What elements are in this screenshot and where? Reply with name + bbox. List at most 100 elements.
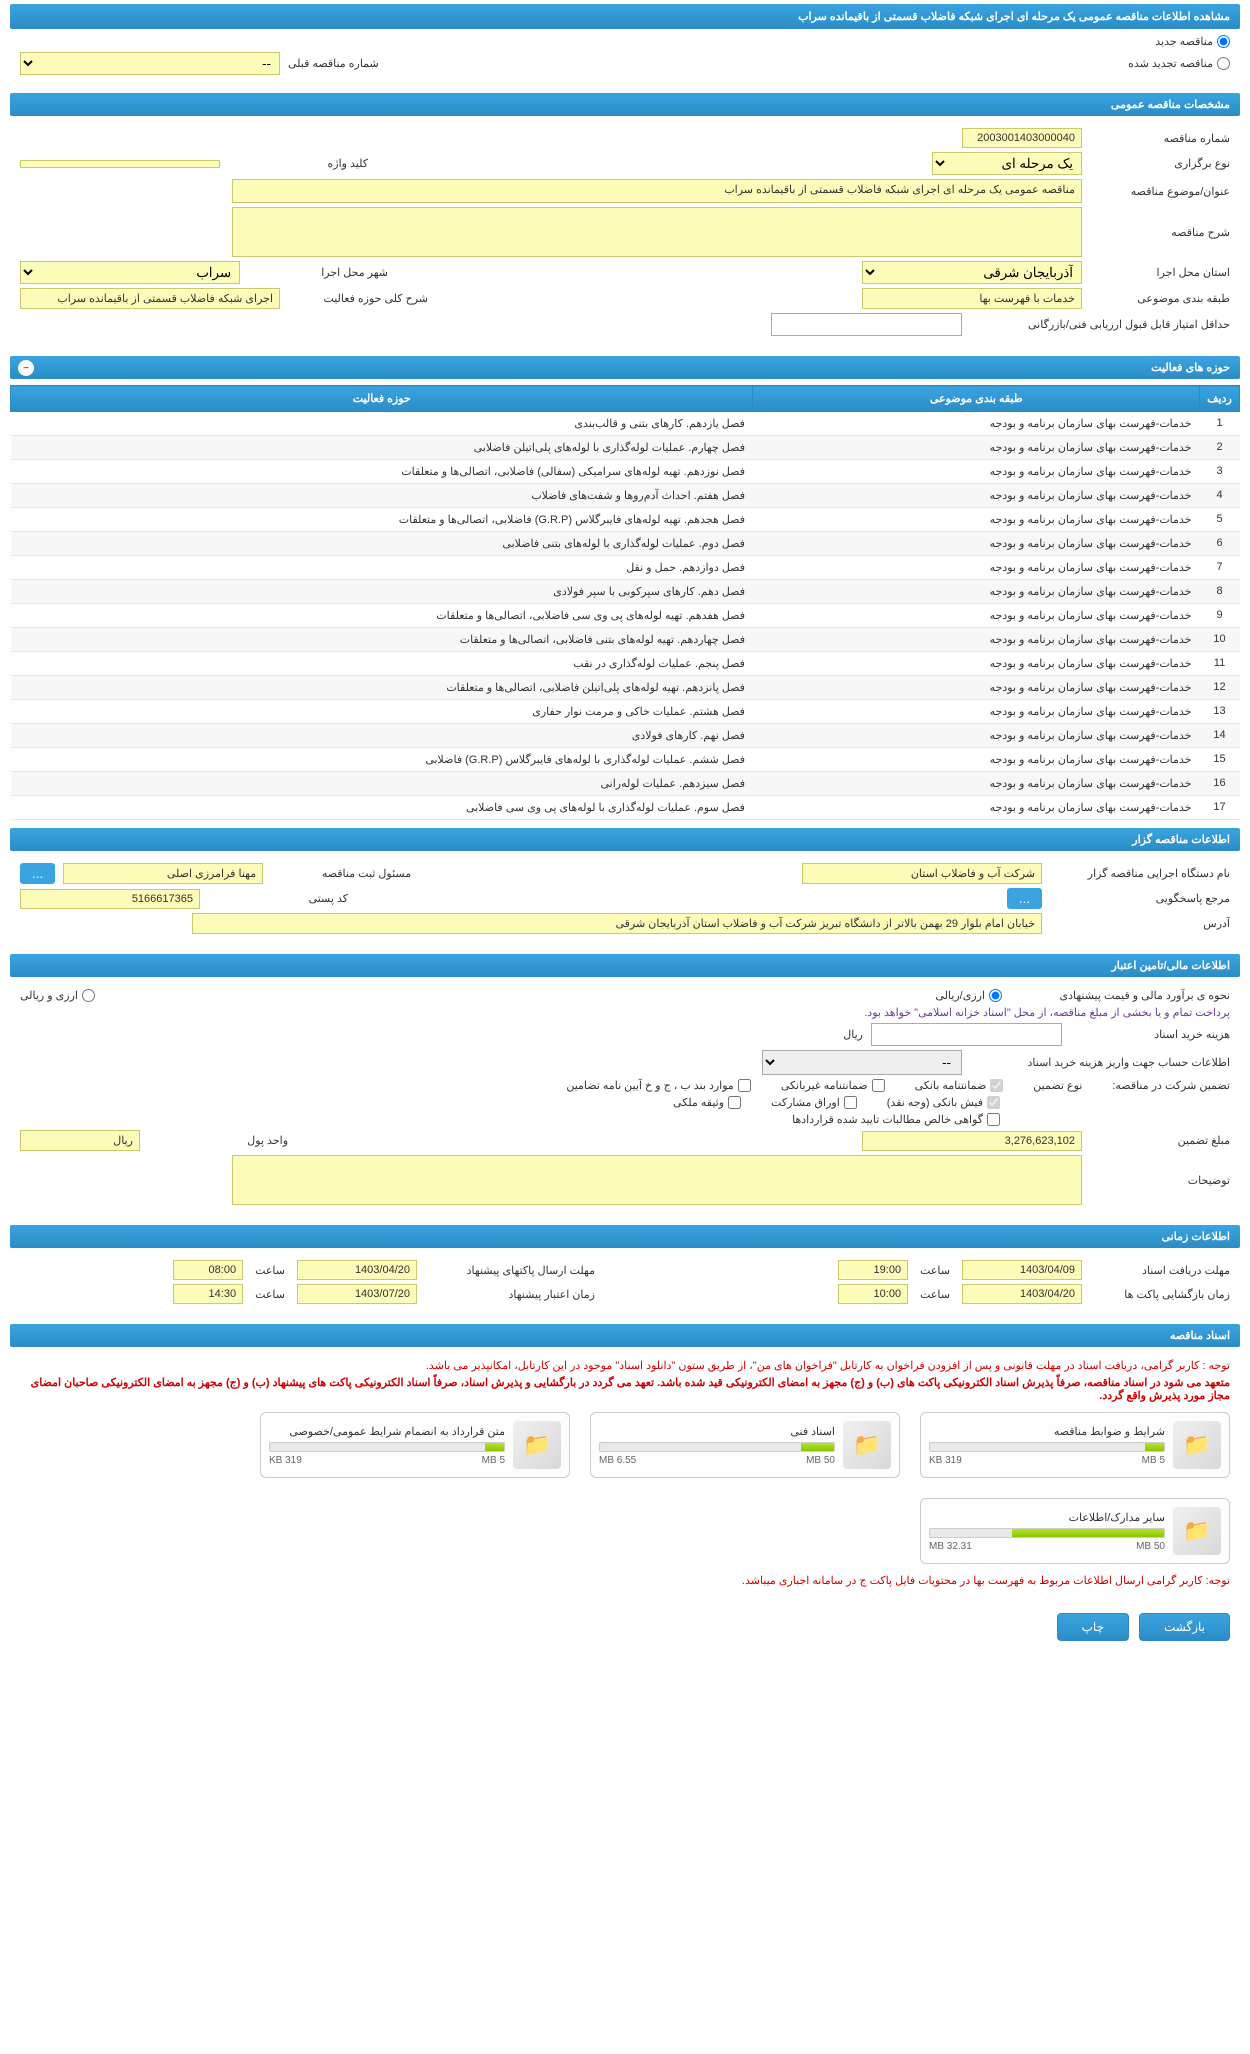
doc-title: شرایط و ضوابط مناقصه: [929, 1425, 1165, 1438]
doc-total: 5 MB: [1142, 1455, 1165, 1466]
guaranty-amount-field: 3,276,623,102: [862, 1131, 1082, 1151]
doc-cost-input[interactable]: [871, 1023, 1062, 1046]
doc-card[interactable]: 📁اسناد فنی50 MB6.55 MB: [590, 1412, 900, 1478]
address-label: آدرس: [1050, 917, 1230, 930]
progress-bar: [929, 1528, 1165, 1538]
prev-tender-select[interactable]: --: [20, 52, 280, 75]
section-organizer: اطلاعات مناقصه گزار: [10, 828, 1240, 851]
radio-currency[interactable]: [82, 989, 95, 1002]
bid-send-date: 1403/04/20: [297, 1260, 417, 1280]
section-specs: مشخصات مناقصه عمومی: [10, 93, 1240, 116]
col-row: ردیف: [1200, 386, 1240, 412]
min-score-label: حداقل امتیاز قابل قبول ارزیابی فنی/بازرگ…: [970, 318, 1230, 331]
radio-renewed-tender[interactable]: [1217, 57, 1230, 70]
open-time: 10:00: [838, 1284, 908, 1304]
cell-category: خدمات-فهرست بهای سازمان برنامه و بودجه: [753, 484, 1200, 508]
chk-bank: [990, 1079, 1003, 1092]
hold-type-select[interactable]: یک مرحله ای: [932, 152, 1082, 175]
tender-no-field: 2003001403000040: [962, 128, 1082, 148]
desc-field: [232, 207, 1082, 257]
open-date: 1403/04/20: [962, 1284, 1082, 1304]
section-organizer-title: اطلاعات مناقصه گزار: [1132, 834, 1230, 846]
chk-bank-label: ضمانتنامه بانکی: [915, 1079, 987, 1092]
cell-category: خدمات-فهرست بهای سازمان برنامه و بودجه: [753, 772, 1200, 796]
doc-card[interactable]: 📁شرایط و ضوابط مناقصه5 MB319 KB: [920, 1412, 1230, 1478]
browse-contact-button[interactable]: ...: [1007, 888, 1042, 909]
cell-area: فصل هجدهم. تهیه لوله‌های فایبرگلاس (G.R.…: [11, 508, 753, 532]
cell-category: خدمات-فهرست بهای سازمان برنامه و بودجه: [753, 724, 1200, 748]
cell-category: خدمات-فهرست بهای سازمان برنامه و بودجه: [753, 652, 1200, 676]
chk-nonbank[interactable]: [872, 1079, 885, 1092]
city-select[interactable]: سراب: [20, 261, 240, 284]
postcode-label: کد پستی: [208, 892, 348, 905]
browse-resp-button[interactable]: ...: [20, 863, 55, 884]
keyword-field: [20, 160, 220, 168]
cell-rownum: 1: [1200, 412, 1240, 436]
cell-rownum: 9: [1200, 604, 1240, 628]
guaranty-label: تضمین شرکت در مناقصه:: [1112, 1079, 1230, 1092]
cell-area: فصل نهم. کارهای فولادی: [11, 724, 753, 748]
cell-area: فصل دوازدهم. حمل و نقل: [11, 556, 753, 580]
estimate-label: نحوه ی برآورد مالی و قیمت پیشنهادی: [1010, 989, 1230, 1002]
chk-bonds[interactable]: [844, 1096, 857, 1109]
cell-area: فصل سوم. عملیات لوله‌گذاری با لوله‌های پ…: [11, 796, 753, 820]
section-timing: اطلاعات زمانی: [10, 1225, 1240, 1248]
collapse-icon[interactable]: −: [18, 360, 34, 376]
province-select[interactable]: آذربایجان شرقی: [862, 261, 1082, 284]
progress-bar: [929, 1442, 1165, 1452]
page-title: مشاهده اطلاعات مناقصه عمومی یک مرحله ای …: [10, 4, 1240, 29]
chk-bonds-label: اوراق مشارکت: [771, 1096, 840, 1109]
doc-card[interactable]: 📁سایر مدارک/اطلاعات50 MB32.31 MB: [920, 1498, 1230, 1564]
postcode-field: 5166617365: [20, 889, 200, 909]
desc-label: شرح مناقصه: [1090, 226, 1230, 239]
print-button[interactable]: چاپ: [1057, 1613, 1129, 1641]
prev-tender-label: شماره مناقصه قبلی: [288, 57, 379, 70]
cell-area: فصل هشتم. عملیات خاکی و مرمت نوار حفاری: [11, 700, 753, 724]
cell-category: خدمات-فهرست بهای سازمان برنامه و بودجه: [753, 628, 1200, 652]
cell-rownum: 10: [1200, 628, 1240, 652]
guaranty-amount-label: مبلغ تضمین: [1090, 1134, 1230, 1147]
doc-used: 6.55 MB: [599, 1455, 636, 1466]
folder-icon: 📁: [1173, 1507, 1221, 1555]
table-row: 11خدمات-فهرست بهای سازمان برنامه و بودجه…: [11, 652, 1240, 676]
table-row: 12خدمات-فهرست بهای سازمان برنامه و بودجه…: [11, 676, 1240, 700]
area-label: شرح کلی حوزه فعالیت: [288, 292, 428, 305]
chk-mortgage[interactable]: [728, 1096, 741, 1109]
cell-area: فصل چهاردهم. تهیه لوله‌های بتنی فاضلابی،…: [11, 628, 753, 652]
chk-clauses[interactable]: [738, 1079, 751, 1092]
acc-info-select[interactable]: --: [762, 1050, 962, 1075]
doc-receive-date: 1403/04/09: [962, 1260, 1082, 1280]
subject-field: مناقصه عمومی یک مرحله ای اجرای شبکه فاضل…: [232, 179, 1082, 203]
table-row: 8خدمات-فهرست بهای سازمان برنامه و بودجهف…: [11, 580, 1240, 604]
back-button[interactable]: بازگشت: [1139, 1613, 1230, 1641]
table-row: 7خدمات-فهرست بهای سازمان برنامه و بودجهف…: [11, 556, 1240, 580]
cell-category: خدمات-فهرست بهای سازمان برنامه و بودجه: [753, 796, 1200, 820]
cell-rownum: 14: [1200, 724, 1240, 748]
section-docs: اسناد مناقصه: [10, 1324, 1240, 1347]
cell-rownum: 7: [1200, 556, 1240, 580]
doc-cost-label: هزینه خرید اسناد: [1070, 1028, 1230, 1041]
cell-category: خدمات-فهرست بهای سازمان برنامه و بودجه: [753, 436, 1200, 460]
min-score-input[interactable]: [771, 313, 962, 336]
validity-label: زمان اعتبار پیشنهاد: [425, 1288, 595, 1301]
currency-field: ریال: [20, 1130, 140, 1151]
folder-icon: 📁: [1173, 1421, 1221, 1469]
docs-warn-1: توجه : کاربر گرامی، دریافت اسناد در مهلت…: [20, 1359, 1230, 1372]
acc-info-label: اطلاعات حساب جهت واریز هزینه خرید اسناد: [970, 1056, 1230, 1069]
radio-new-tender-label: مناقصه جدید: [1155, 35, 1213, 48]
doc-receive-label: مهلت دریافت اسناد: [1090, 1264, 1230, 1277]
radio-new-tender[interactable]: [1217, 35, 1230, 48]
chk-certified[interactable]: [987, 1113, 1000, 1126]
remarks-label: توضیحات: [1090, 1174, 1230, 1187]
radio-rial[interactable]: [989, 989, 1002, 1002]
chk-certified-label: گواهی خالص مطالبات تایید شده قراردادها: [792, 1113, 983, 1126]
validity-date: 1403/07/20: [297, 1284, 417, 1304]
cell-area: فصل پانزدهم. تهیه لوله‌های پلی‌اتیلن فاض…: [11, 676, 753, 700]
remarks-field: [232, 1155, 1082, 1205]
cell-category: خدمات-فهرست بهای سازمان برنامه و بودجه: [753, 460, 1200, 484]
treasury-note: پرداخت تمام و یا بخشی از مبلغ مناقصه، از…: [20, 1006, 1230, 1019]
cell-rownum: 2: [1200, 436, 1240, 460]
doc-card[interactable]: 📁متن قرارداد به انضمام شرایط عمومی/خصوصی…: [260, 1412, 570, 1478]
radio-renewed-tender-label: مناقصه تجدید شده: [1128, 57, 1213, 70]
table-row: 10خدمات-فهرست بهای سازمان برنامه و بودجه…: [11, 628, 1240, 652]
